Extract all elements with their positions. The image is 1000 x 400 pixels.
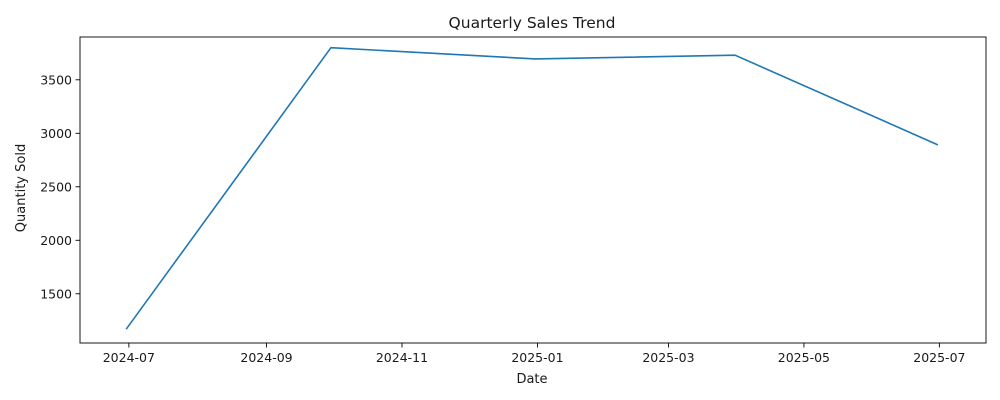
- series-line-0: [125, 46, 939, 330]
- plot-area: [79, 36, 987, 344]
- y-axis: 1500 2000 2500 3000 3500: [40, 72, 80, 301]
- x-tick-label: 2025-03: [642, 350, 694, 365]
- chart-title: Quarterly Sales Trend: [449, 14, 616, 32]
- y-tick-label: 3500: [40, 72, 72, 87]
- y-axis-label: Quantity Sold: [14, 144, 29, 232]
- x-tick-label: 2025-01: [511, 350, 563, 365]
- y-tick-label: 2500: [40, 179, 72, 194]
- y-tick-label: 1500: [40, 286, 72, 301]
- x-tick-label: 2025-05: [778, 350, 830, 365]
- x-tick-label: 2025-07: [913, 350, 965, 365]
- x-axis-label: Date: [516, 372, 547, 387]
- y-tick-label: 2000: [40, 233, 72, 248]
- x-tick-label: 2024-09: [240, 350, 292, 365]
- series-layer: [125, 46, 939, 330]
- x-axis: 2024-07 2024-09 2024-11 2025-01 2025-03 2025-…: [103, 343, 965, 365]
- y-tick-label: 3000: [40, 126, 72, 141]
- plot-frame: [79, 36, 987, 344]
- x-tick-label: 2024-11: [376, 350, 428, 365]
- x-tick-label: 2024-07: [103, 350, 155, 365]
